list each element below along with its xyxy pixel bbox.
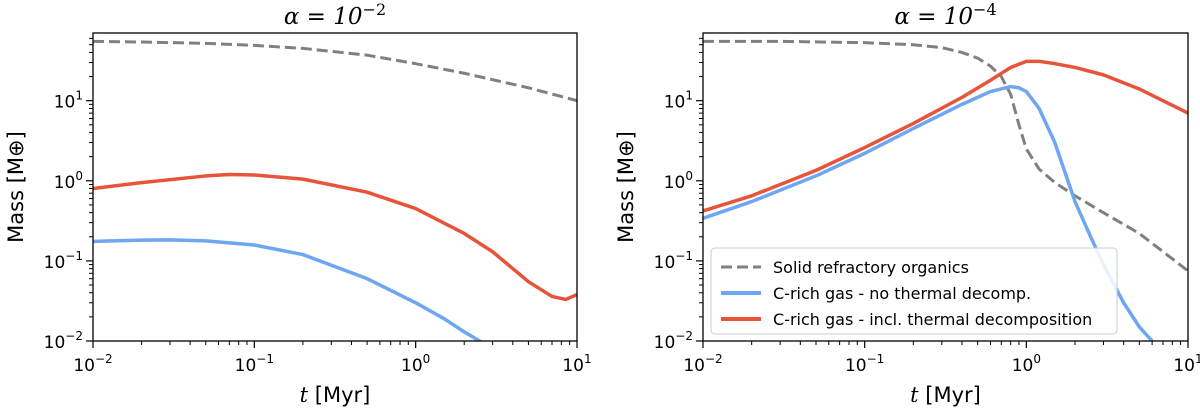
y-axis-label: Mass [M⊕] [614, 131, 638, 243]
plot-frame [92, 32, 578, 342]
x-axis-label: t [Myr] [300, 383, 371, 407]
y-tick-label: 100 [54, 169, 83, 193]
plot-frame [702, 32, 1189, 342]
series-line-solid-refractory-organics [703, 39, 1188, 273]
legend-label: Solid refractory organics [773, 258, 969, 277]
x-tick-label: 100 [1012, 352, 1041, 376]
x-tick-label: 100 [401, 352, 430, 376]
y-tick-label: 101 [664, 89, 693, 113]
x-tick-label: 10−2 [73, 352, 112, 376]
y-tick-label: 10−2 [654, 329, 693, 353]
y-tick-label: 100 [664, 169, 693, 193]
series-line-c-rich-gas-incl-thermal-decomposition [93, 172, 577, 302]
y-axis-label: Mass [M⊕] [4, 131, 28, 243]
y-tick-label: 10−1 [654, 249, 693, 273]
chart-title: α = 10−2 [284, 0, 386, 30]
x-tick-label: 10−1 [845, 352, 884, 376]
legend-label: C-rich gas - no thermal decomp. [773, 284, 1031, 303]
legend-box [710, 247, 1118, 335]
x-tick-label: 10−1 [235, 352, 274, 376]
x-tick-label: 101 [562, 352, 591, 376]
legend-label: C-rich gas - incl. thermal decomposition [773, 310, 1092, 329]
x-tick-label: 101 [1173, 352, 1200, 376]
y-tick-label: 10−1 [44, 249, 83, 273]
x-tick-label: 10−2 [683, 352, 722, 376]
chart-title: α = 10−4 [894, 0, 996, 30]
chart-panel-left: 10−2 10−1 100 101 10−2 10−1 100 101 α = 10−2 t [M… [4, 0, 592, 407]
y-tick-label: 10−2 [44, 329, 83, 353]
legend: Solid refractory organics C-rich gas - no… [710, 247, 1118, 335]
x-axis-label: t [Myr] [910, 383, 981, 407]
series-line-c-rich-gas-incl-thermal-decomposition [703, 59, 1188, 213]
chart-panel-right: 10−2 10−1 100 101 10−2 10−1 100 101 α = 10−4 t [M… [614, 0, 1200, 407]
series-line-c-rich-gas-no-thermal-decomp- [93, 238, 484, 341]
series-line-solid-refractory-organics [93, 39, 577, 103]
y-tick-label: 101 [54, 89, 83, 113]
